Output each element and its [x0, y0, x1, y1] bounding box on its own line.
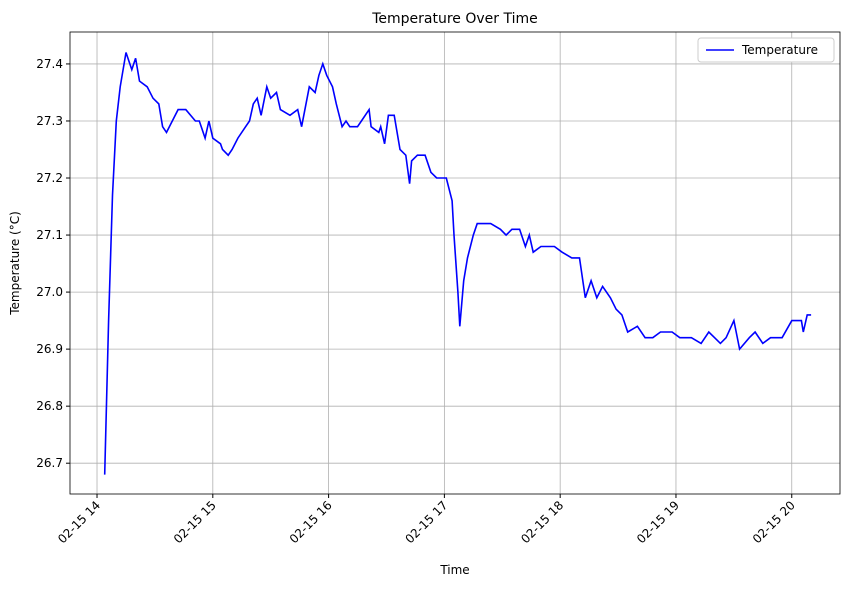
data-line [103, 52, 812, 475]
legend-label: Temperature [741, 43, 818, 57]
y-tick-label: 27.1 [36, 228, 63, 242]
y-axis-label: Temperature (°C) [8, 211, 22, 316]
y-tick-label: 26.7 [36, 456, 63, 470]
x-tick-label: 02-15 14 [55, 498, 103, 546]
y-tick-label: 27.4 [36, 57, 63, 71]
x-tick-label: 02-15 18 [518, 498, 566, 546]
x-tick-label: 02-15 17 [402, 498, 450, 546]
y-tick-label: 27.0 [36, 285, 63, 299]
legend-box [697, 37, 835, 63]
chart-title: Temperature Over Time [371, 11, 538, 27]
x-tick-label: 02-15 19 [634, 498, 682, 546]
x-tick-label: 02-15 16 [287, 498, 335, 546]
plot-frame [69, 31, 841, 495]
x-axis-label: Time [439, 563, 469, 577]
y-tick-label: 26.8 [36, 399, 63, 413]
y-tick-label: 27.3 [36, 114, 63, 128]
y-tick-label: 27.2 [36, 171, 63, 185]
x-tick-label: 02-15 15 [171, 498, 219, 546]
x-tick-label: 02-15 20 [750, 498, 798, 546]
y-tick-label: 26.9 [36, 342, 63, 356]
